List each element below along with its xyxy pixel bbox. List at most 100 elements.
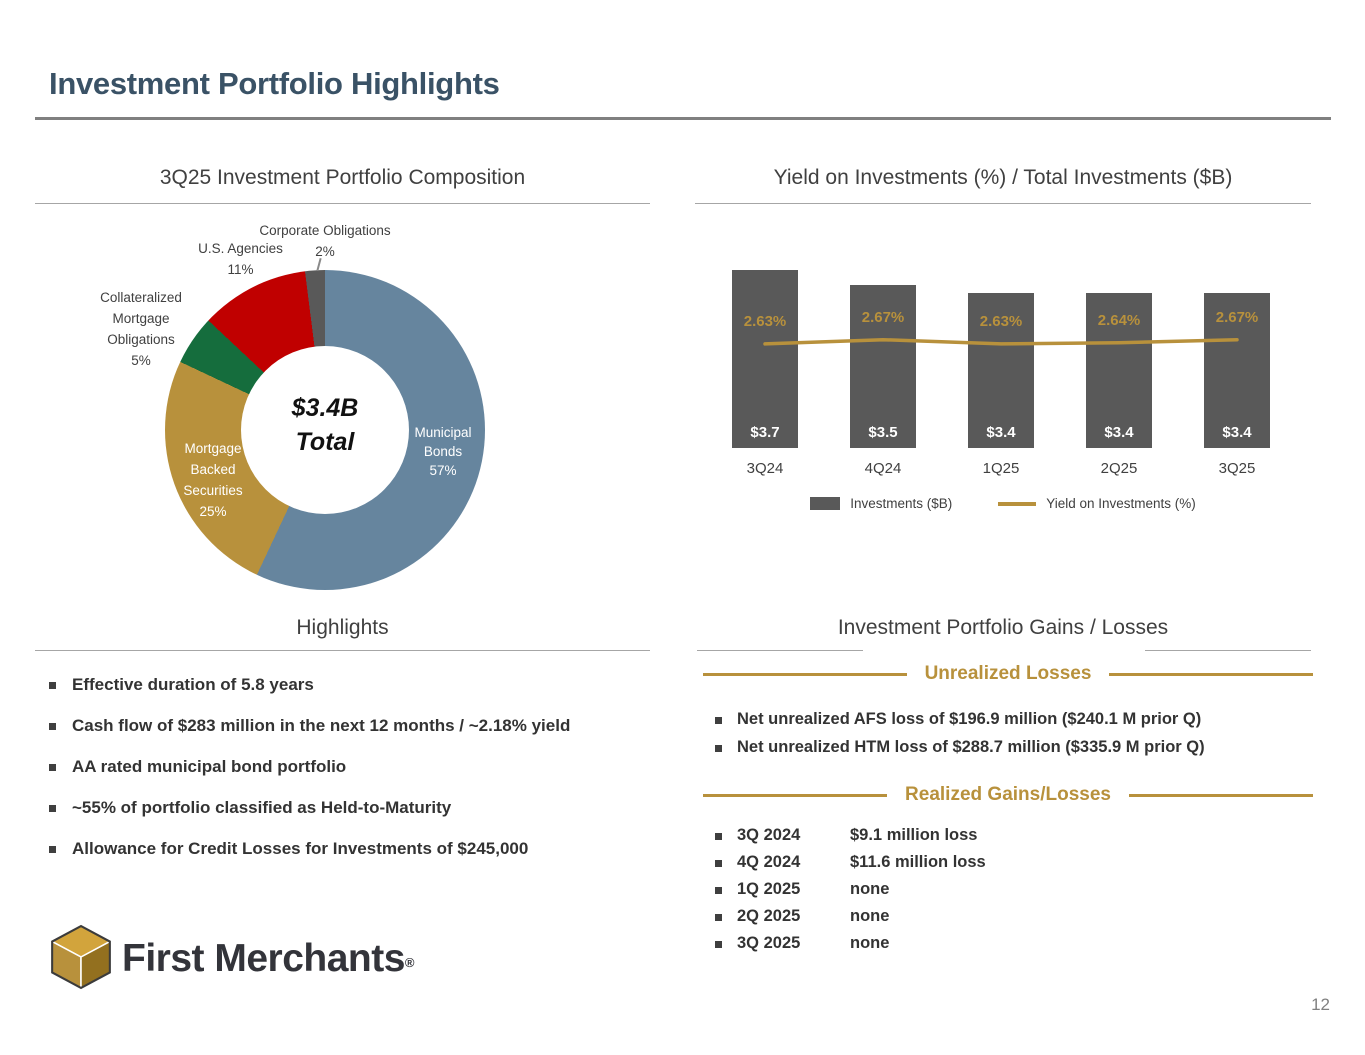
- table-row: 1Q 2025 none: [715, 880, 1325, 898]
- slice-pct: 25%: [199, 504, 227, 519]
- bullet-square-icon: [715, 833, 722, 840]
- yield-title-underline: [695, 203, 1311, 204]
- highlight-text: ~55% of portfolio classified as Held-to-…: [72, 798, 452, 817]
- bar-group: 2.67% $3.5 4Q24: [850, 260, 916, 477]
- yield-point-label: 2.67%: [861, 308, 905, 326]
- list-item: AA rated municipal bond portfolio: [49, 757, 669, 776]
- table-row: 3Q 2024 $9.1 million loss: [715, 826, 1325, 844]
- yield-point-label: 2.64%: [1097, 311, 1141, 329]
- bar-value-label: $3.7: [750, 424, 780, 441]
- quarter-cell: 1Q 2025: [737, 880, 801, 898]
- slice-pct: 2%: [315, 244, 335, 259]
- heading-text: Unrealized Losses: [924, 663, 1092, 684]
- bar-group: 2.63% $3.4 1Q25: [968, 260, 1034, 477]
- label-mortgage-backed-securities: Mortgage Backed Securities 25%: [172, 438, 254, 522]
- bullet-square-icon: [715, 914, 722, 921]
- brand-wordmark: First Merchants®: [122, 937, 415, 981]
- bar-group: 2.67% $3.4 3Q25: [1204, 260, 1270, 477]
- registered-mark: ®: [404, 955, 415, 970]
- bar-chart: 2.63% $3.7 3Q24 2.67% $3.5 4Q24 2.63% $3…: [695, 260, 1311, 477]
- quarter-cell: 3Q 2025: [737, 934, 801, 952]
- bar-rect: [968, 293, 1034, 448]
- quarter-cell: 3Q 2024: [737, 826, 801, 844]
- first-merchants-logo-icon: [50, 924, 112, 990]
- list-item: Net unrealized HTM loss of $288.7 millio…: [715, 738, 1325, 756]
- yield-point-label: 2.67%: [1215, 308, 1259, 326]
- bar-value-label: $3.4: [986, 424, 1016, 441]
- bar-value-label: $3.4: [1222, 424, 1252, 441]
- result-cell: none: [850, 934, 890, 952]
- quarter-cell: 4Q 2024: [737, 853, 801, 871]
- table-row: 2Q 2025 none: [715, 907, 1325, 925]
- gold-line: [703, 793, 888, 797]
- unrealized-text: Net unrealized AFS loss of $196.9 millio…: [737, 710, 1202, 728]
- bar-rect: [850, 285, 916, 448]
- table-row: 4Q 2024 $11.6 million loss: [715, 853, 1325, 871]
- callout-us-agencies: U.S. Agencies 11%: [168, 238, 313, 280]
- yield-chart-title: Yield on Investments (%) / Total Investm…: [773, 166, 1233, 189]
- highlight-text: Effective duration of 5.8 years: [72, 675, 314, 694]
- gold-line: [1128, 793, 1314, 797]
- heading-text: Realized Gains/Losses: [905, 784, 1111, 805]
- slice-label: Mortgage Backed Securities: [183, 441, 243, 498]
- chart-legend: Investments ($B) Yield on Investments (%…: [695, 496, 1311, 511]
- list-item: Net unrealized AFS loss of $196.9 millio…: [715, 710, 1325, 728]
- donut-total-text: Total: [295, 428, 355, 456]
- list-item: Effective duration of 5.8 years: [49, 675, 669, 694]
- highlights-title: Highlights: [296, 616, 389, 639]
- composition-chart-title: 3Q25 Investment Portfolio Composition: [159, 166, 526, 189]
- bullet-square-icon: [49, 682, 56, 689]
- slice-pct: 57%: [429, 463, 457, 478]
- unrealized-text: Net unrealized HTM loss of $288.7 millio…: [737, 738, 1205, 756]
- legend-line-label: Yield on Investments (%): [1046, 496, 1196, 511]
- highlight-text: Allowance for Credit Losses for Investme…: [72, 839, 529, 858]
- yield-point-label: 2.63%: [743, 312, 787, 330]
- x-axis-tick-label: 2Q25: [1100, 460, 1138, 477]
- bullet-square-icon: [715, 860, 722, 867]
- title-divider: [35, 117, 1331, 120]
- x-axis-tick-label: 3Q24: [746, 460, 784, 477]
- legend-line-swatch: [998, 501, 1037, 506]
- slice-label: U.S. Agencies: [198, 241, 283, 256]
- brand-name: First Merchants: [122, 937, 405, 980]
- gains-losses-underline-right: [1145, 650, 1311, 651]
- bar-group: 2.63% $3.7 3Q24: [732, 260, 798, 477]
- bar-group: 2.64% $3.4 2Q25: [1086, 260, 1152, 477]
- result-cell: none: [850, 907, 890, 925]
- unrealized-losses-list: Net unrealized AFS loss of $196.9 millio…: [715, 710, 1325, 766]
- highlight-text: Cash flow of $283 million in the next 12…: [72, 716, 571, 735]
- slice-pct: 5%: [131, 353, 151, 368]
- result-cell: none: [850, 880, 890, 898]
- slice-pct: 11%: [227, 262, 254, 277]
- callout-corporate-obligations: Corporate Obligations 2%: [240, 220, 410, 262]
- slice-label: Municipal Bonds: [414, 425, 472, 459]
- composition-title-underline: [35, 203, 650, 204]
- bullet-square-icon: [49, 723, 56, 730]
- bullet-square-icon: [715, 717, 722, 724]
- bullet-square-icon: [715, 745, 722, 752]
- gains-losses-title: Investment Portfolio Gains / Losses: [837, 616, 1169, 639]
- yield-point-label: 2.63%: [979, 312, 1023, 330]
- gains-losses-underline-left: [697, 650, 863, 651]
- donut-center-label: $3.4B Total: [250, 391, 400, 459]
- gold-line: [703, 672, 907, 676]
- legend-bar-label: Investments ($B): [850, 496, 953, 511]
- bar-rect: [1086, 293, 1152, 448]
- result-cell: $11.6 million loss: [850, 853, 986, 871]
- gold-line: [1109, 672, 1313, 676]
- bullet-square-icon: [49, 764, 56, 771]
- highlights-title-underline: [35, 650, 650, 651]
- table-row: 3Q 2025 none: [715, 934, 1325, 952]
- slice-label: Corporate Obligations: [259, 223, 391, 238]
- list-item: Cash flow of $283 million in the next 12…: [49, 716, 669, 735]
- x-axis-tick-label: 1Q25: [982, 460, 1020, 477]
- highlights-list: Effective duration of 5.8 years Cash flo…: [49, 675, 669, 880]
- slice-label: Collateralized Mortgage Obligations: [100, 290, 182, 347]
- bar-value-label: $3.5: [868, 424, 898, 441]
- donut-total-value: $3.4B: [291, 394, 359, 422]
- label-municipal-bonds: Municipal Bonds 57%: [402, 423, 484, 480]
- bullet-square-icon: [49, 805, 56, 812]
- list-item: Allowance for Credit Losses for Investme…: [49, 839, 669, 858]
- realized-gains-losses-list: 3Q 2024 $9.1 million loss 4Q 2024 $11.6 mi…: [715, 826, 1325, 961]
